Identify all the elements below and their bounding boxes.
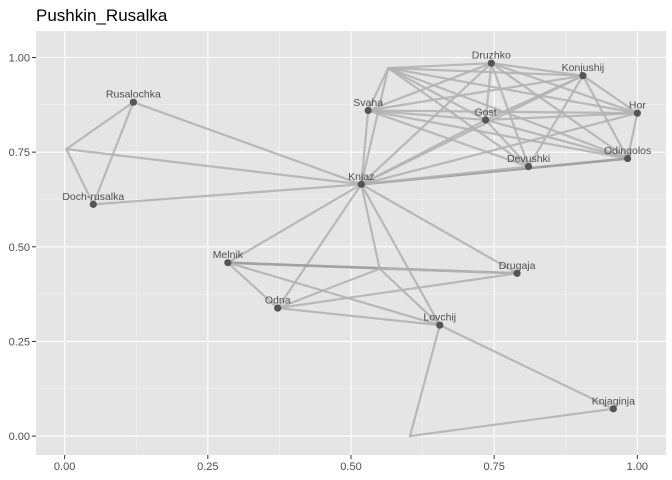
node-label-Hor: Hor: [629, 100, 646, 112]
edge-Odna-u3: [276, 267, 381, 310]
edge-Druzhko-Hor: [490, 62, 639, 115]
edge-u1-Druzhko: [387, 62, 493, 70]
node-label-Odna: Odna: [265, 295, 291, 307]
edge-Druzhko-Svaha: [367, 62, 493, 112]
edge-Hor-Knjaz: [360, 112, 639, 186]
edge-Rusalochka-Knjaz: [132, 101, 363, 186]
node-label-Doch-rusalka: Doch-rusalka: [62, 191, 124, 203]
edge-Lovchij-u4: [408, 324, 441, 438]
node-labels-layer: Druzhko Konjushij Svaha Gost Hor Rusalochka Od…: [62, 50, 651, 408]
node-label-Svaha: Svaha: [353, 97, 383, 109]
y-tick-label: 0.25: [9, 336, 30, 348]
edge-Druzhko-Devushki: [490, 62, 530, 168]
edge-Konjushij-Svaha: [367, 74, 585, 112]
node-label-Druzhko: Druzhko: [472, 50, 511, 62]
edge-Odna-Lovchij: [276, 307, 441, 327]
edge-Svaha-Gost: [367, 109, 487, 122]
node-Konjushij: [579, 72, 587, 80]
y-tick-label: 1.00: [9, 53, 30, 65]
node-Devushki: [524, 162, 533, 171]
node-Druzhko: [487, 59, 495, 67]
node-label-Odingolos: Odingolos: [604, 145, 651, 157]
edge-Gost-Knjaz: [360, 118, 487, 186]
node-Knjaginja: [609, 405, 617, 413]
edge-Odna-Drugaja: [276, 272, 519, 310]
node-Odna: [274, 304, 282, 312]
edge-u3-Lovchij: [378, 267, 441, 327]
node-label-Drugaja: Drugaja: [499, 260, 536, 272]
node-Odingolos: [624, 154, 632, 163]
node-Melnik: [224, 259, 232, 267]
edge-Melnik-Lovchij: [226, 261, 441, 327]
edge-Knjaz-Melnik: [226, 183, 363, 264]
edge-Knjaz-u3: [360, 183, 381, 270]
edge-Knjaz-Odna: [276, 183, 363, 310]
edge-Rusalochka-u2: [65, 101, 135, 151]
edge-Gost-Hor: [484, 112, 639, 122]
major-gridlines: [36, 31, 666, 455]
edge-Devushki-Knjaz: [360, 165, 530, 186]
node-label-Rusalochka: Rusalochka: [106, 89, 161, 101]
edges-layer: [65, 62, 639, 438]
node-Knjaz: [357, 180, 365, 188]
node-Doch-rusalka: [89, 200, 97, 208]
y-tick-label: 0.00: [9, 431, 30, 443]
x-tick-label: 0.00: [54, 461, 75, 473]
edge-Druzhko-Konjushij: [490, 62, 585, 77]
edge-Knjaz-Lovchij: [360, 183, 441, 327]
node-Drugaja: [513, 269, 521, 277]
node-Lovchij: [436, 321, 444, 329]
edge-Druzhko-Knjaz: [360, 62, 493, 186]
edge-Rusalochka-Doch-rusalka: [92, 101, 135, 206]
edge-u1-Konjushij: [387, 66, 585, 77]
edge-Druzhko-Odingolos: [490, 62, 629, 160]
node-label-Melnik: Melnik: [213, 249, 244, 261]
edge-u1-Knjaz: [360, 66, 390, 186]
edge-Hor-Odingolos: [626, 112, 639, 160]
x-tick-label: 0.25: [197, 461, 218, 473]
edge-u4-Knjaginja: [408, 407, 615, 438]
nodes-layer: [89, 59, 641, 413]
node-Rusalochka: [129, 98, 137, 106]
edge-u3-Drugaja: [378, 267, 519, 275]
y-tick-label: 0.75: [9, 147, 30, 159]
node-Hor: [633, 109, 641, 117]
edge-Konjushij-Odingolos: [581, 74, 629, 160]
edge-Gost-Devushki: [484, 118, 530, 168]
node-label-Knjaginja: Knjaginja: [592, 395, 635, 407]
node-Svaha: [364, 106, 372, 115]
edge-Knjaz-Drugaja: [360, 183, 519, 275]
edge-Konjushij-Devushki: [527, 74, 585, 168]
node-label-Gost: Gost: [474, 106, 496, 118]
y-axis: 0.00 0.25 0.50 0.75 1.00: [9, 53, 36, 443]
chart-title: Pushkin_Rusalka: [36, 6, 168, 25]
edge-Konjushij-Hor: [581, 74, 639, 115]
node-label-Konjushij: Konjushij: [562, 62, 605, 74]
x-tick-label: 0.50: [340, 461, 361, 473]
node-label-Knjaz: Knjaz: [348, 171, 374, 183]
edge-Doch-rusalka-Knjaz: [92, 183, 363, 206]
edge-Svaha-Knjaz: [360, 109, 370, 186]
x-tick-label: 1.00: [627, 461, 648, 473]
node-Gost: [481, 116, 490, 124]
y-tick-label: 0.50: [9, 242, 30, 254]
edge-u2-Knjaz: [65, 148, 363, 186]
x-tick-label: 0.75: [483, 461, 504, 473]
edge-u1-Hor: [387, 66, 639, 115]
edge-Melnik-Odna: [226, 261, 279, 310]
edge-u1-Svaha: [367, 66, 390, 112]
x-axis: 0.00 0.25 0.50 0.75 1.00: [54, 455, 648, 473]
edge-Lovchij-Knjaginja: [438, 324, 615, 410]
edge-u2-Doch-rusalka: [65, 148, 95, 206]
edge-Gost-Odingolos: [484, 118, 629, 160]
node-label-Devushki: Devushki: [507, 153, 550, 165]
edge-Svaha-Hor: [367, 109, 639, 115]
node-label-Lovchij: Lovchij: [423, 312, 456, 324]
